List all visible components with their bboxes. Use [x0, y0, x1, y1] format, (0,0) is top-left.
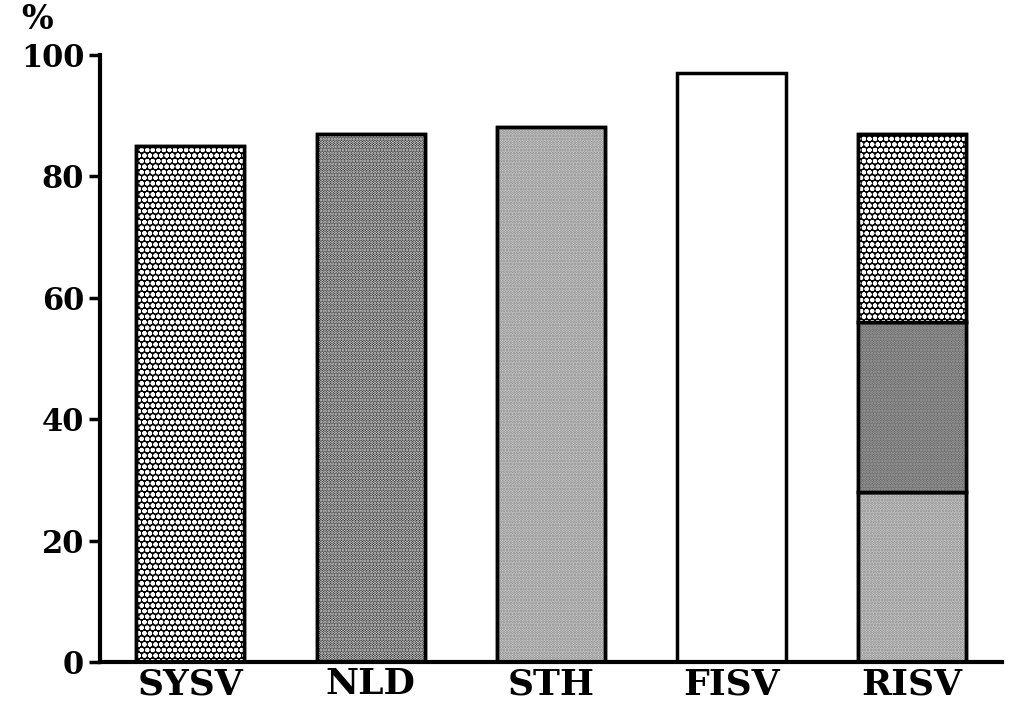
- Bar: [858, 322, 966, 492]
- Bar: [677, 73, 786, 662]
- Bar: [497, 128, 606, 662]
- Bar: [497, 128, 606, 662]
- Y-axis label: %: %: [21, 4, 53, 36]
- Bar: [858, 322, 966, 492]
- Bar: [317, 134, 425, 662]
- Bar: [858, 492, 966, 662]
- Bar: [136, 146, 244, 662]
- Bar: [858, 134, 966, 322]
- Bar: [136, 146, 244, 662]
- Bar: [317, 134, 425, 662]
- Bar: [497, 128, 606, 662]
- Bar: [858, 134, 966, 322]
- Bar: [858, 134, 966, 322]
- Bar: [858, 492, 966, 662]
- Bar: [858, 492, 966, 662]
- Bar: [136, 146, 244, 662]
- Bar: [317, 134, 425, 662]
- Bar: [858, 322, 966, 492]
